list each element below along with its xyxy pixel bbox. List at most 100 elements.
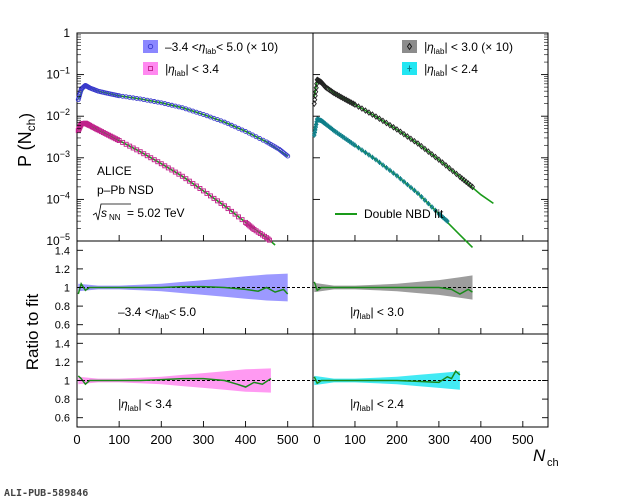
ratio-label-24: |ηlab| < 2.4 [350, 397, 404, 413]
marker-left-s1-86 [267, 237, 272, 243]
marker-right-s1-39-ring [363, 150, 368, 155]
marker-left-s1-66 [222, 203, 227, 209]
marker-left-s1-62 [208, 193, 213, 199]
marker-right-s0-4 [313, 84, 319, 92]
marker-right-s0-2 [312, 92, 318, 100]
legend-fit-label: Double NBD fit [364, 207, 444, 221]
marker-right-s0-46 [387, 121, 393, 129]
marker-right-s0-48 [394, 126, 400, 133]
panel-frames [76, 32, 549, 428]
x-tick-label: 400 [235, 432, 257, 447]
marker-right-s0-61 [439, 159, 445, 166]
marker-right-s1-36-ring [353, 143, 357, 148]
x-tick-label-right: 100 [344, 432, 366, 447]
marker-right-s1-42-ring [374, 157, 378, 162]
legend-marker-square [148, 66, 153, 71]
ratio-tick-label: 0.6 [55, 320, 70, 332]
ratio-tick-label: 1.4 [55, 338, 70, 350]
x-tick-label: 0 [73, 432, 80, 447]
marker-right-s0-65 [453, 170, 459, 178]
marker-right-s0-47 [390, 123, 396, 131]
legend-label-wide: –3.4 <ηlab< 5.0 (× 10) [165, 40, 278, 56]
ratio-curve-l-top [77, 282, 289, 295]
energy-label: s NN = 5.02 TeV [92, 203, 185, 222]
marker-right-s0-71 [467, 181, 473, 189]
y-tick-label: 10−4 [46, 190, 70, 206]
marker-right-s0-67 [459, 175, 465, 182]
marker-right-s0-45 [383, 119, 390, 127]
marker-right-s0-50 [401, 130, 407, 138]
marker-left-s1-77 [250, 225, 256, 231]
marker-right-s0-3 [313, 88, 319, 96]
marker-right-s0-39 [362, 107, 369, 114]
x-axis-label: N [533, 446, 546, 465]
x-axis-label-sub: ch [547, 457, 559, 469]
x-tick-label: 100 [108, 432, 130, 447]
ratio-curves [77, 281, 473, 388]
marker-left-s1-65 [218, 200, 224, 206]
ratio-curve-r-bot [313, 370, 461, 385]
marker-right-s1-57-ring [426, 201, 431, 206]
marker-right-s1-49-ring [398, 176, 403, 181]
ratio-tick-label: 0.6 [55, 413, 70, 425]
ratio-label-wide: –3.4 <ηlab< 5.0 [118, 305, 196, 321]
marker-right-s0-44 [380, 117, 386, 125]
marker-right-s1-52-ring [409, 185, 413, 190]
y-tick-label: 1 [63, 26, 70, 40]
marker-left-s1-63 [211, 195, 217, 201]
legend-right: |ηlab| < 3.0 (× 10) |ηlab| < 2.4 Double NB… [335, 40, 513, 221]
marker-right-s0-52 [408, 135, 414, 143]
marker-left-s1-69 [232, 211, 238, 217]
ratio-tick-label: 1 [64, 376, 70, 388]
x-tick-label-right: 500 [512, 432, 534, 447]
marker-right-s0-58 [429, 150, 435, 158]
legend-left: –3.4 <ηlab< 5.0 (× 10) |ηlab| < 3.4 [143, 40, 278, 78]
x-tick-label: 300 [193, 432, 215, 447]
x-tick-label: 200 [150, 432, 172, 447]
marker-right-s0-64 [450, 167, 456, 175]
marker-left-s1-64 [215, 198, 220, 204]
marker-right-s0-59 [432, 153, 438, 161]
legend-swatch-30 [402, 40, 417, 53]
marker-left-s1-67 [225, 206, 231, 212]
ratio-curve-r-top [313, 281, 473, 295]
ratio-label-34: |ηlab| < 3.4 [118, 397, 172, 413]
publication-id: ALI-PUB-589846 [4, 488, 88, 499]
legend-marker-diamond [406, 42, 413, 51]
marker-right-s1-56-ring [423, 198, 427, 203]
marker-left-s1-71 [239, 217, 245, 223]
y-tick-label: 10−1 [46, 66, 70, 82]
ratio-label-30: |ηlab| < 3.0 [350, 305, 404, 321]
ratio-panel-labels: –3.4 <ηlab< 5.0 |ηlab| < 3.0 |ηlab| < 3.4 |… [118, 305, 404, 413]
marker-right-s0-60 [436, 156, 442, 164]
ratio-tick-label: 1.2 [55, 357, 70, 369]
ratio-curve-l-bot [77, 375, 272, 388]
marker-right-s0-55 [418, 142, 424, 150]
marker-right-s0-69 [463, 178, 469, 186]
marker-right-s0-41 [369, 111, 376, 118]
x-tick-label-right: 400 [470, 432, 492, 447]
svg-text:= 5.02 TeV: = 5.02 TeV [127, 206, 185, 220]
ratio-axis-label: Ratio to fit [23, 293, 42, 370]
marker-right-s1-45-ring [384, 165, 389, 170]
ratio-tick-label: 1.4 [55, 245, 70, 257]
marker-right-s1-55-ring [419, 194, 424, 199]
marker-right-s0-51 [404, 133, 410, 140]
marker-right-s0-36 [352, 101, 358, 108]
marker-right-s0-70 [465, 180, 471, 187]
marker-left-s1-60 [200, 188, 206, 194]
marker-right-s1-38-ring [360, 148, 364, 152]
marker-right-s1-51-ring [405, 182, 410, 187]
ratio-tick-label: 0.8 [55, 301, 70, 313]
collision-label: p–Pb NSD [97, 183, 154, 197]
marker-right-s0-66 [457, 173, 463, 181]
ratio-tick-label: 0.8 [55, 394, 70, 406]
marker-right-s1-37-ring [356, 145, 361, 150]
marker-right-s1-48-ring [395, 173, 399, 178]
legend-marker-circle [147, 43, 154, 50]
marker-right-s0-37 [355, 103, 362, 110]
y-tick-label: 10−5 [46, 232, 70, 248]
svg-text:NN: NN [109, 213, 121, 222]
fit-curve-right-1 [313, 118, 474, 248]
alice-label: ALICE [97, 164, 132, 178]
